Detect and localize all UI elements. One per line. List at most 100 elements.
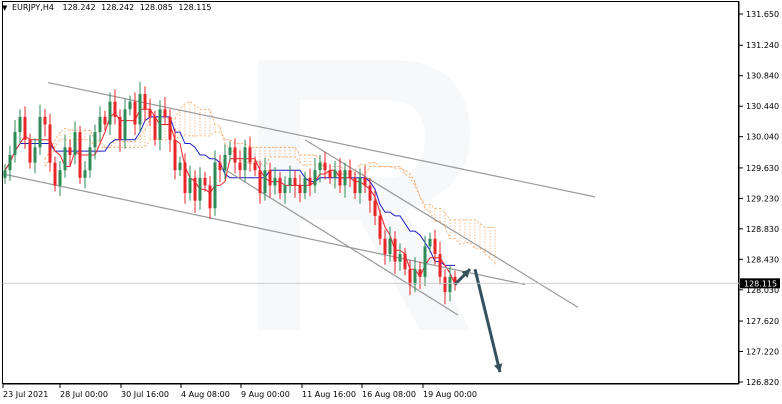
- cloud-dot: [414, 184, 416, 186]
- cloud-dot: [359, 167, 361, 169]
- candle: [263, 158, 267, 201]
- candle-body: [238, 162, 242, 171]
- cloud-dot: [404, 173, 406, 175]
- cloud-dot: [209, 109, 211, 111]
- dropdown-arrow-icon[interactable]: ▼: [2, 4, 8, 12]
- cloud-dot: [269, 147, 271, 149]
- candle-body: [298, 185, 302, 194]
- cloud-dot: [474, 237, 476, 239]
- candle-body: [268, 170, 272, 186]
- cloud-dot: [484, 230, 486, 232]
- cloud-dot: [149, 130, 151, 132]
- cloud-dot: [194, 120, 196, 122]
- candle-body: [138, 94, 142, 125]
- candle: [43, 109, 47, 137]
- cloud-dot: [459, 240, 461, 242]
- cloud-dot: [289, 147, 291, 149]
- cloud-dot: [309, 160, 311, 162]
- cloud-dot: [494, 248, 496, 250]
- cloud-dot: [479, 238, 481, 240]
- candle-body: [8, 154, 12, 171]
- cloud-dot: [209, 121, 211, 123]
- cloud-dot: [469, 231, 471, 233]
- candle-body: [133, 101, 137, 125]
- cloud-dot: [424, 204, 426, 206]
- candle-body: [148, 109, 152, 117]
- cloud-dot: [89, 130, 91, 132]
- cloud-dot: [204, 124, 206, 126]
- candle: [303, 171, 307, 200]
- candle: [143, 86, 147, 122]
- candle: [63, 135, 67, 178]
- low-value: 128.085: [139, 3, 173, 12]
- cloud-dot: [429, 207, 431, 209]
- cloud-dot: [194, 123, 196, 125]
- cloud-dot: [464, 225, 466, 227]
- cloud-dot: [209, 127, 211, 129]
- high-value: 128.242: [101, 3, 135, 12]
- cloud-dot: [434, 217, 436, 219]
- cloud-dot: [199, 115, 201, 117]
- cloud-dot: [304, 160, 306, 162]
- cloud-dot: [144, 136, 146, 138]
- candle-body: [308, 177, 312, 186]
- candle: [18, 109, 22, 145]
- cloud-dot: [459, 225, 461, 227]
- cloud-dot: [284, 153, 286, 155]
- current-price-label: 128.115: [744, 279, 777, 288]
- cloud-dot: [139, 141, 141, 143]
- cloud-dot: [199, 127, 201, 129]
- cloud-dot: [204, 112, 206, 114]
- candle: [58, 161, 62, 197]
- cloud-dot: [184, 130, 186, 132]
- candle: [358, 168, 362, 204]
- cloud-dot: [149, 136, 151, 138]
- candle-body: [368, 185, 372, 201]
- y-tick-label: 131.240: [746, 41, 779, 50]
- cloud-dot: [254, 147, 256, 149]
- candle: [238, 150, 242, 178]
- candle: [298, 174, 302, 203]
- candle-body: [73, 132, 77, 155]
- cloud-dot: [449, 225, 451, 227]
- cloud-dot: [274, 147, 276, 149]
- candle-body: [343, 170, 347, 186]
- cloud-dot: [184, 124, 186, 126]
- candle: [393, 231, 397, 274]
- candle: [23, 106, 27, 149]
- candle-body: [173, 139, 177, 171]
- cloud-dot: [189, 125, 191, 127]
- cloud-dot: [494, 251, 496, 253]
- cloud-dot: [89, 133, 91, 135]
- cloud-dot: [204, 118, 206, 120]
- candle-body: [388, 238, 392, 254]
- cloud-dot: [474, 231, 476, 233]
- cloud-dot: [44, 161, 46, 163]
- candle: [158, 100, 162, 151]
- candle: [373, 190, 377, 226]
- cloud-dot: [434, 208, 436, 210]
- cloud-dot: [184, 115, 186, 117]
- cloud-dot: [269, 153, 271, 155]
- candle: [28, 133, 32, 169]
- candle-body: [78, 132, 82, 178]
- x-tick-label: 23 Jul 2021: [3, 390, 48, 399]
- candle: [168, 109, 172, 152]
- cloud-dot: [264, 147, 266, 149]
- candle-body: [178, 162, 182, 171]
- cloud-dot: [54, 145, 56, 147]
- cloud-dot: [284, 156, 286, 158]
- candle: [53, 156, 57, 192]
- cloud-dot: [434, 220, 436, 222]
- y-tick-label: 128.030: [746, 286, 779, 295]
- candle: [73, 121, 77, 165]
- cloud-dot: [194, 129, 196, 131]
- candle: [223, 144, 227, 180]
- cloud-dot: [149, 133, 151, 135]
- candle: [188, 165, 192, 201]
- cloud-dot: [64, 134, 66, 136]
- candle-body: [3, 170, 7, 178]
- cloud-dot: [84, 139, 86, 141]
